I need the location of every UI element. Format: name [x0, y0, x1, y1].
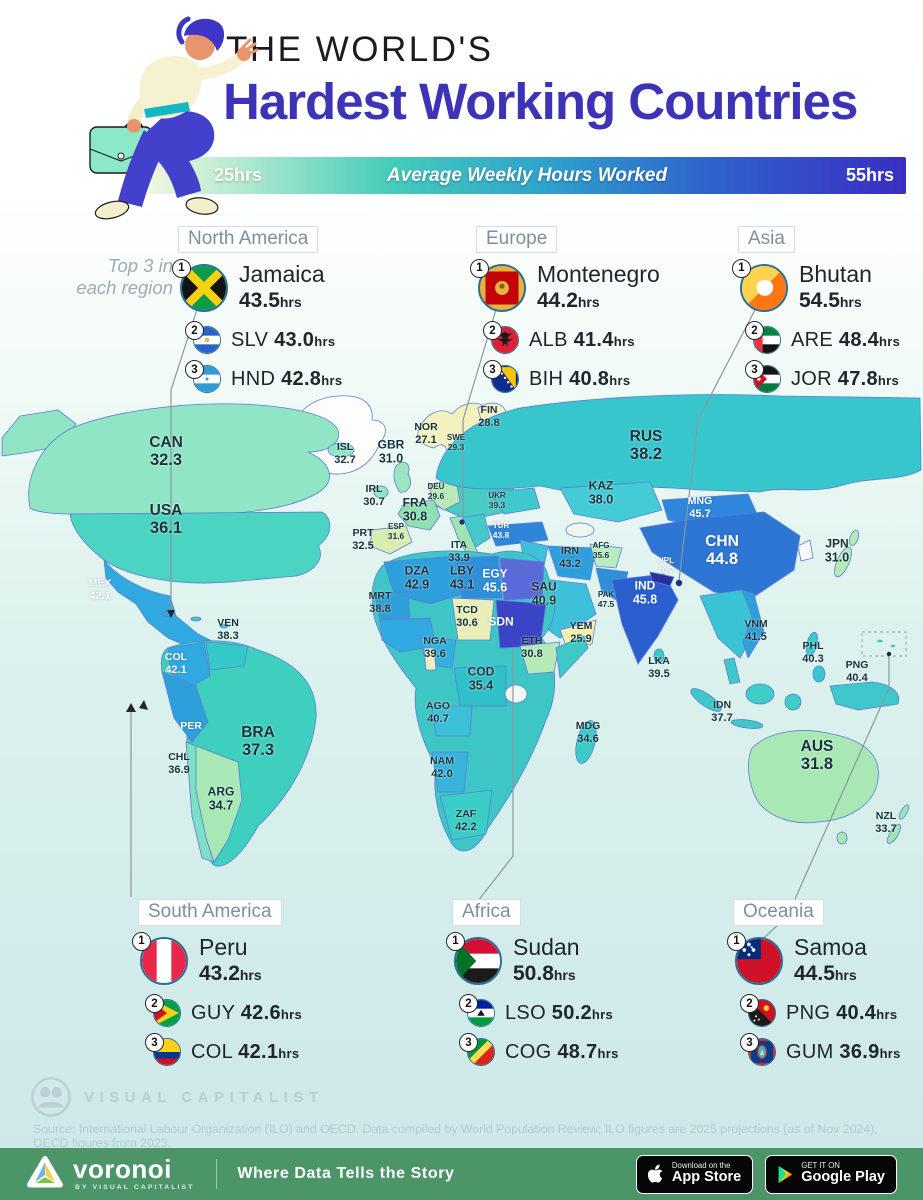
source-note: Source: International Labour Organizatio…	[33, 1122, 878, 1150]
flag-bhutan-icon	[740, 263, 788, 312]
app-store-badge[interactable]: Download on the App Store	[635, 1154, 754, 1194]
visual-capitalist-logo: VISUAL CAPITALIST	[30, 1076, 324, 1118]
tagline: Where Data Tells the Story	[237, 1165, 455, 1182]
apple-icon	[647, 1164, 663, 1183]
flag-peru-icon	[140, 936, 188, 985]
footer-bar: voronoi BY VISUAL CAPITALIST Where Data …	[0, 1148, 923, 1200]
flag-montenegro-icon	[478, 263, 526, 312]
legend-title: Average Weekly Hours Worked	[386, 165, 668, 186]
region-panel-africa: Africa 1 Sudan 50.8hrs 2 LSO 50.2hrs 3 C…	[446, 899, 702, 1067]
runner-illustration-icon	[89, 16, 259, 220]
rank-3-row: 3 BIH 40.8hrs	[483, 360, 726, 394]
legend-gradient-bar: 25hrs Average Weekly Hours Worked 55hrs	[148, 157, 906, 194]
flag-bosnia-icon	[491, 365, 519, 394]
rank-2-row: 2 PNG 40.4hrs	[740, 994, 923, 1028]
rank-3-row: 3 COG 48.7hrs	[459, 1033, 702, 1067]
rank-2-row: 2 SLV 43.0hrs	[185, 321, 428, 355]
flag-sudan-icon	[454, 936, 502, 985]
rank-3-row: 3 HND 42.8hrs	[185, 360, 428, 394]
rank-badge: 1	[172, 258, 191, 278]
region-label: North America	[178, 226, 319, 253]
rank-3-row: 3 COL 42.1hrs	[145, 1033, 388, 1067]
voronoi-logo: voronoi BY VISUAL CAPITALIST	[26, 1156, 194, 1192]
voronoi-mark-icon	[27, 1156, 64, 1188]
google-play-badge[interactable]: GET IT ON Google Play	[765, 1154, 897, 1194]
rank-1-row: 1 Bhutan 54.5hrs	[732, 258, 923, 313]
region-label: Europe	[476, 226, 558, 253]
flag-honduras-icon	[193, 365, 221, 394]
kicker-title: THE WORLD'S	[226, 30, 494, 69]
flag-albania-icon	[491, 326, 519, 355]
rank-3-row: 3 JOR 47.8hrs	[745, 360, 923, 394]
region-panel-north-america: North America 1 Jamaica 43.5hrs 2 SLV 43…	[172, 226, 428, 394]
rank-badge: 3	[185, 360, 204, 380]
rank-2-row: 2 ALB 41.4hrs	[483, 321, 726, 355]
legend-min-label: 25hrs	[214, 165, 263, 185]
leader-markers	[126, 579, 892, 712]
flag-uae-icon	[753, 326, 781, 355]
rank-1-row: 1 Montenegro 44.2hrs	[470, 258, 726, 313]
region-label: Asia	[738, 226, 795, 253]
island-locator-box	[861, 631, 907, 657]
region-panel-south-america: South America 1 Peru 43.2hrs 2 GUY 42.6h…	[132, 899, 388, 1067]
legend-max-label: 55hrs	[845, 165, 894, 185]
flag-samoa-icon	[735, 936, 783, 985]
rank-2-row: 2 GUY 42.6hrs	[145, 994, 388, 1028]
region-panel-asia: Asia 1 Bhutan 54.5hrs 2 ARE 48.4hrs 3 JO…	[732, 226, 923, 394]
region-label: South America	[138, 899, 282, 926]
rank-badge: 2	[185, 321, 204, 341]
country-name: Jamaica	[239, 261, 325, 287]
top3-note: Top 3 in each region	[76, 255, 173, 298]
region-label: Oceania	[733, 899, 824, 926]
divider	[216, 1159, 218, 1189]
visual-capitalist-mark-icon	[31, 1077, 71, 1117]
rank-2-row: 2 LSO 50.2hrs	[459, 994, 702, 1028]
rank-3-row: 3 GUM 36.9hrs	[740, 1033, 923, 1067]
rank-1-row: 1 Samoa 44.5hrs	[727, 931, 923, 986]
page-title: Hardest Working Countries	[223, 73, 858, 130]
rank-1-row: 1 Peru 43.2hrs	[132, 931, 388, 986]
google-play-icon	[778, 1165, 793, 1183]
region-panel-europe: Europe 1 Montenegro 44.2hrs 2 ALB 41.4hr…	[470, 226, 726, 394]
region-panel-oceania: Oceania 1 Samoa 44.5hrs 2 PNG 40.4hrs 3 …	[727, 899, 923, 1067]
rank-2-row: 2 ARE 48.4hrs	[745, 321, 923, 355]
rank-1-row: 1 Jamaica 43.5hrs	[172, 258, 428, 313]
rank-1-row: 1 Sudan 50.8hrs	[446, 931, 702, 986]
region-label: Africa	[452, 899, 521, 926]
flag-jamaica-icon	[180, 263, 228, 312]
